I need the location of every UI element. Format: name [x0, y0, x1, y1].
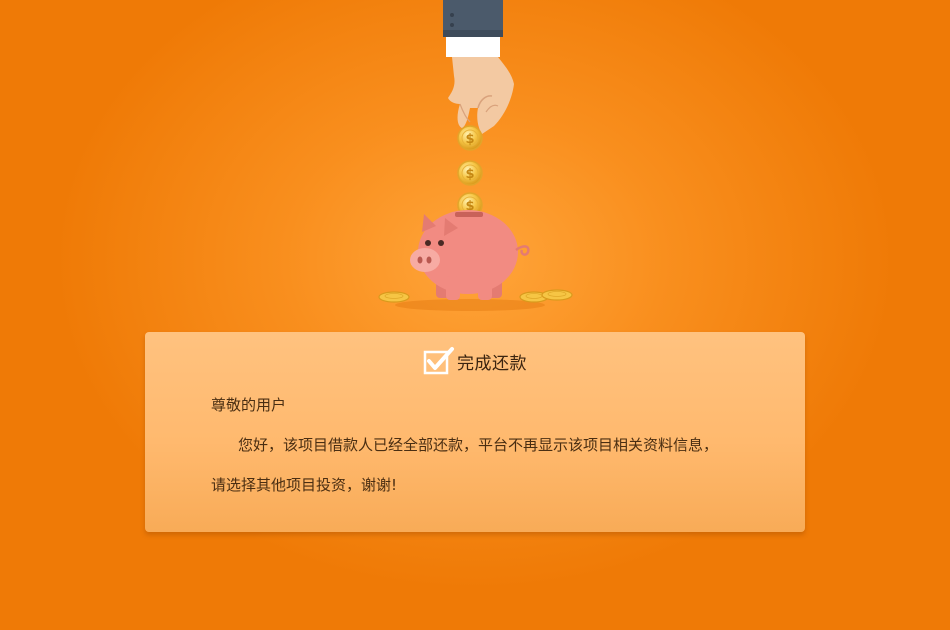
hand-icon — [443, 0, 514, 134]
message-text-continued: 请选择其他项目投资，谢谢! — [211, 476, 398, 494]
coin-icon — [378, 291, 410, 303]
piggy-bank-icon — [395, 210, 545, 311]
repayment-complete-dialog: 完成还款 尊敬的用户 您好，该项目借款人已经全部还款，平台不再显示该项目相关资料… — [145, 332, 805, 532]
checkbox-checked-icon — [423, 347, 454, 375]
message-text: 您好，该项目借款人已经全部还款，平台不再显示该项目相关资料信息， — [238, 436, 719, 454]
coin-icon — [541, 289, 573, 301]
svg-text:$: $ — [465, 132, 474, 147]
dialog-title: 完成还款 — [457, 353, 527, 374]
piggy-bank-illustration: $ $ $ — [378, 0, 573, 311]
svg-text:$: $ — [465, 167, 474, 182]
dialog-header: 完成还款 — [145, 346, 805, 376]
svg-text:$: $ — [465, 199, 474, 214]
coin-icon: $ — [457, 160, 483, 186]
greeting-text: 尊敬的用户 — [211, 396, 287, 414]
coin-icon: $ — [457, 125, 483, 151]
